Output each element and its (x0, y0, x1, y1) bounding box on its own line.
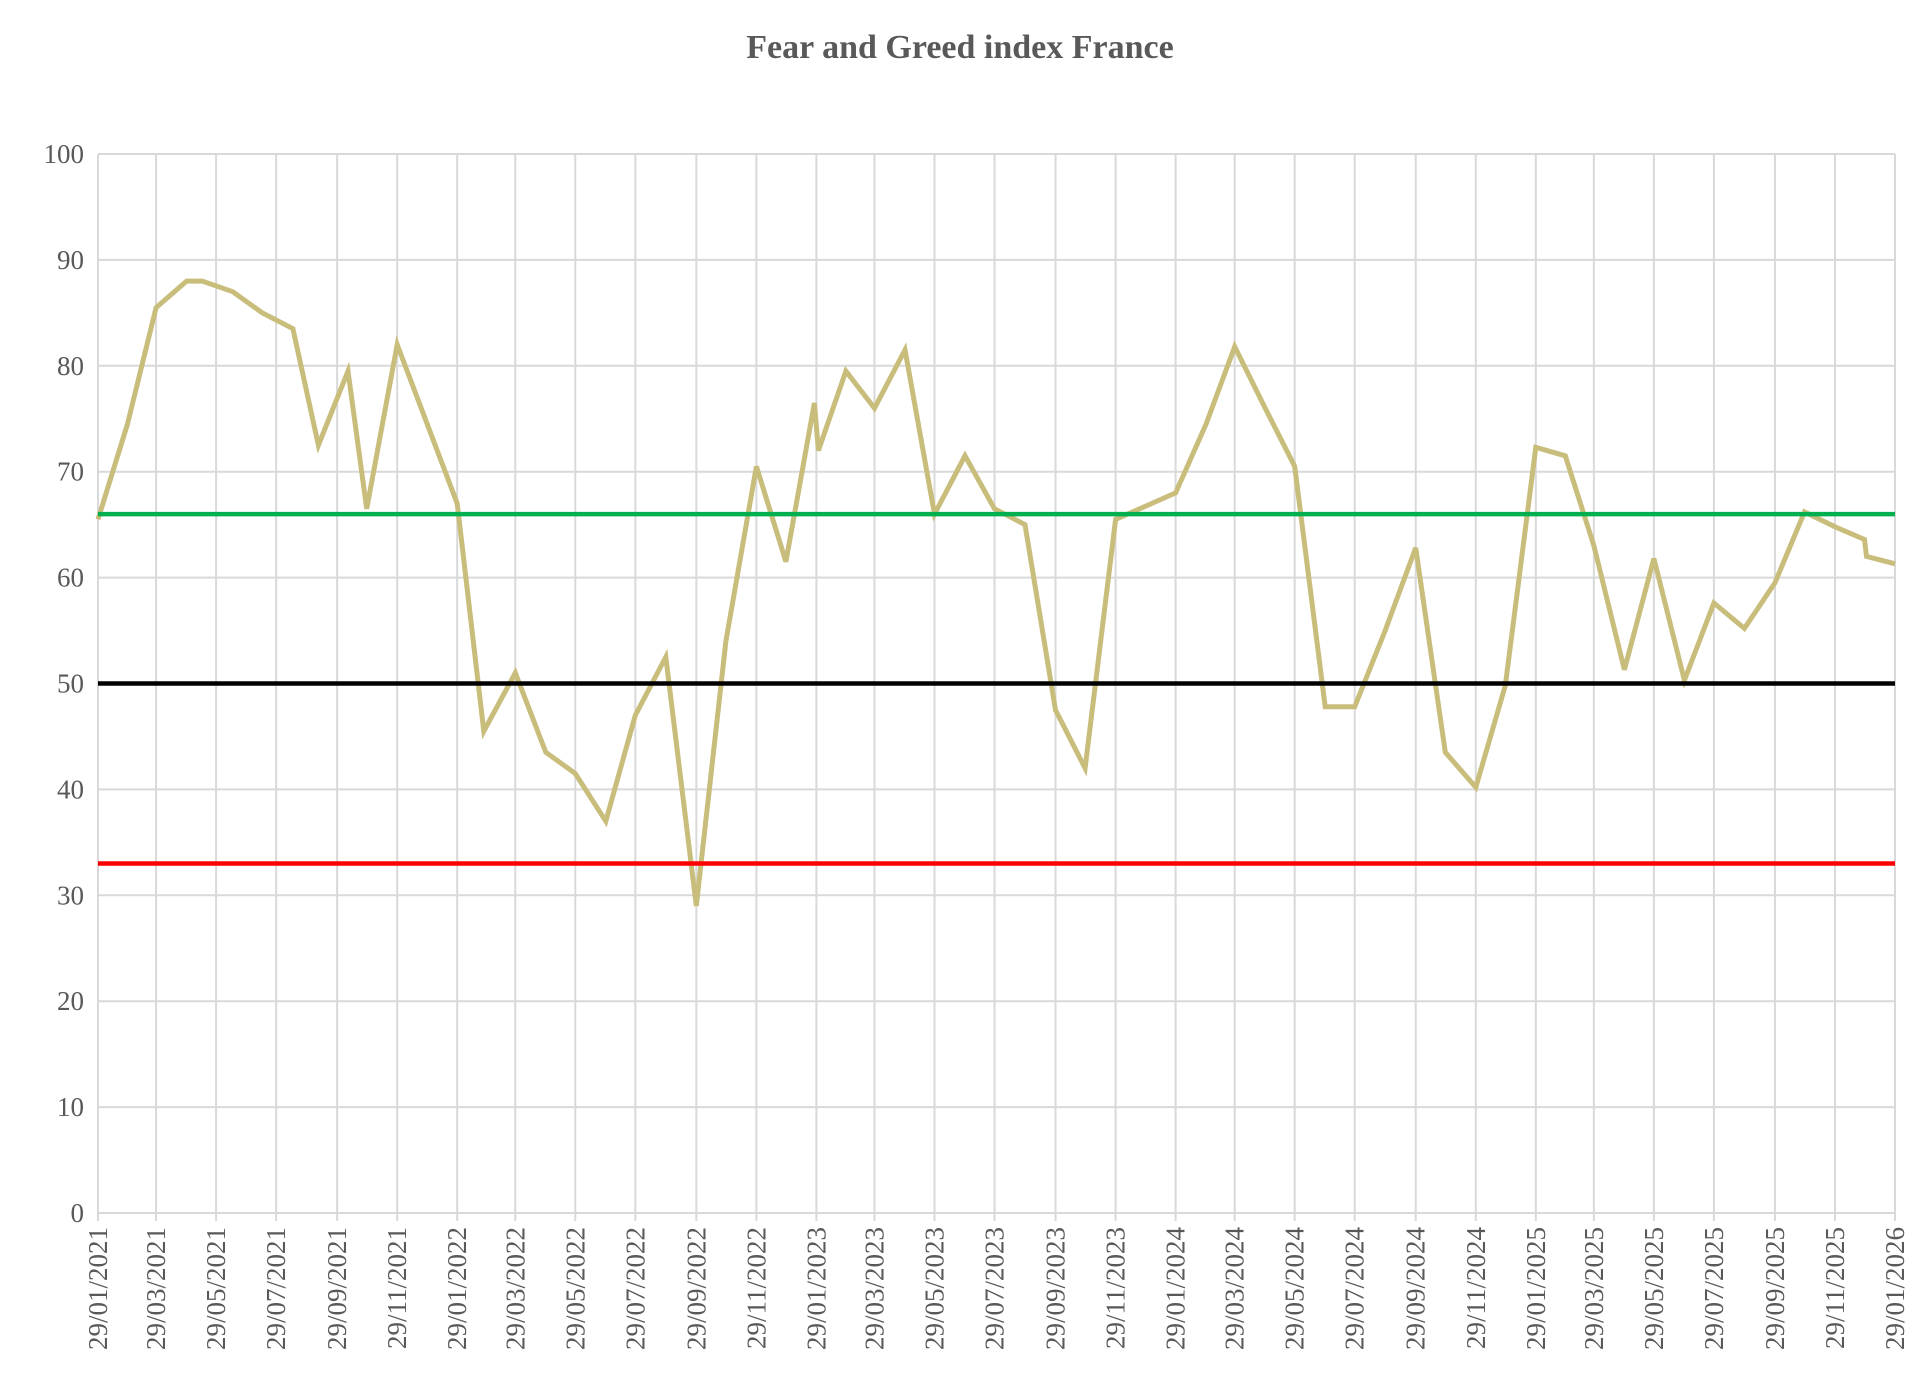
x-tick-label: 29/07/2021 (261, 1227, 291, 1350)
y-tick-label: 30 (57, 880, 84, 910)
x-tick-label: 29/01/2024 (1161, 1227, 1191, 1351)
x-tick-label: 29/03/2024 (1220, 1227, 1250, 1351)
x-tick-label: 29/07/2025 (1699, 1227, 1729, 1350)
x-tick-label: 29/11/2021 (382, 1227, 412, 1349)
x-tick-label: 29/01/2025 (1521, 1227, 1551, 1350)
x-tick-label: 29/07/2022 (620, 1227, 650, 1350)
x-tick-label: 29/03/2023 (859, 1227, 889, 1350)
x-gridlines (97, 154, 1896, 1221)
x-tick-label: 29/05/2025 (1639, 1227, 1669, 1350)
x-tick-label: 29/03/2025 (1579, 1227, 1609, 1350)
y-tick-label: 60 (57, 563, 84, 593)
y-tick-label: 40 (57, 774, 84, 804)
x-tick-label: 29/09/2022 (681, 1227, 711, 1350)
x-tick-label: 29/07/2024 (1340, 1227, 1370, 1351)
y-tick-label: 90 (57, 245, 84, 275)
x-tick-label: 29/05/2023 (920, 1227, 950, 1350)
x-tick-label: 29/01/2021 (83, 1227, 113, 1350)
x-tick-label: 29/09/2021 (322, 1227, 352, 1350)
x-tick-label: 29/11/2022 (741, 1227, 771, 1349)
index-series-line (95, 278, 1896, 907)
x-tick-label: 29/07/2023 (980, 1227, 1010, 1350)
y-axis-ticks: 0 10 20 30 40 50 60 70 80 90 100 (44, 139, 85, 1228)
x-tick-label: 29/01/2023 (801, 1227, 831, 1350)
y-tick-label: 50 (57, 669, 84, 699)
x-tick-label: 29/05/2022 (560, 1227, 590, 1350)
x-tick-label: 29/05/2024 (1280, 1227, 1310, 1351)
x-tick-label: 29/11/2025 (1820, 1227, 1850, 1349)
series-layer (95, 278, 1896, 907)
x-tick-label: 29/01/2022 (442, 1227, 472, 1350)
chart-title: Fear and Greed index France (746, 29, 1173, 66)
x-tick-label: 29/09/2025 (1760, 1227, 1790, 1350)
x-tick-label: 29/09/2024 (1401, 1227, 1431, 1351)
x-tick-label: 29/11/2024 (1461, 1227, 1491, 1350)
y-tick-label: 20 (57, 986, 84, 1016)
y-tick-label: 100 (44, 139, 85, 169)
y-tick-label: 70 (57, 457, 84, 487)
x-axis-ticks: 29/01/2021 29/03/2021 29/05/2021 29/07/2021… (83, 1227, 1910, 1351)
x-tick-label: 29/01/2026 (1880, 1227, 1910, 1350)
x-tick-label: 29/05/2021 (201, 1227, 231, 1350)
x-tick-label: 29/11/2023 (1101, 1227, 1131, 1349)
x-tick-label: 29/03/2022 (500, 1227, 530, 1350)
x-tick-label: 29/09/2023 (1041, 1227, 1071, 1350)
y-tick-label: 80 (57, 351, 84, 381)
y-tick-label: 0 (71, 1198, 85, 1228)
y-tick-label: 10 (57, 1092, 84, 1122)
x-tick-label: 29/03/2021 (141, 1227, 171, 1350)
